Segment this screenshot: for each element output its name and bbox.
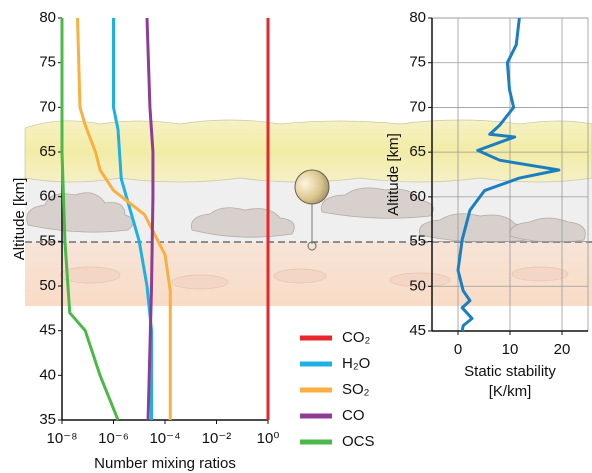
y-tick-label: 75 — [409, 54, 426, 71]
x-axis-label: Static stability — [464, 363, 556, 380]
x-tick-label: 20 — [554, 341, 571, 358]
y-tick-label: 45 — [409, 322, 426, 339]
y-tick-label: 40 — [39, 366, 56, 383]
y-tick-label: 80 — [409, 9, 426, 26]
x-tick-label: 10⁻² — [202, 430, 232, 447]
legend-label: H₂O — [342, 355, 370, 372]
y-tick-label: 65 — [409, 143, 426, 160]
x-tick-label: 10⁻⁶ — [98, 430, 129, 447]
y-tick-label: 55 — [409, 233, 426, 250]
y-axis-label: Altitude [km] — [11, 178, 28, 261]
y-tick-label: 65 — [39, 143, 56, 160]
y-tick-label: 35 — [39, 411, 56, 428]
y-tick-label: 75 — [39, 54, 56, 71]
legend-label: OCS — [342, 433, 375, 450]
x-tick-label: 10⁻⁴ — [149, 430, 180, 447]
y-tick-label: 80 — [39, 9, 56, 26]
y-tick-label: 45 — [39, 322, 56, 339]
legend-label: CO — [342, 407, 365, 424]
y-tick-label: 55 — [39, 232, 56, 249]
y-tick-label: 70 — [409, 98, 426, 115]
y-tick-label: 60 — [409, 188, 426, 205]
x-axis-label: Number mixing ratios — [94, 455, 236, 472]
x-axis-label: [K/km] — [489, 383, 532, 400]
y-tick-label: 50 — [39, 277, 56, 294]
y-axis-label: Altitude [km] — [385, 133, 402, 216]
x-tick-label: 10⁻⁸ — [47, 430, 78, 447]
y-tick-label: 70 — [39, 98, 56, 115]
cloud-layers — [25, 120, 592, 306]
legend-label: CO₂ — [342, 329, 371, 346]
x-tick-label: 10 — [502, 341, 519, 358]
legend-label: SO₂ — [342, 381, 370, 398]
x-tick-label: 0 — [454, 341, 462, 358]
y-tick-label: 60 — [39, 188, 56, 205]
figure: 35 40 45 50 55 60 65 70 75 80 10⁻⁸ 10⁻⁶ 10⁻⁴ 10⁻² 10⁰ A… — [0, 0, 592, 473]
y-tick-label: 50 — [409, 277, 426, 294]
x-tick-label: 10⁰ — [257, 430, 280, 447]
